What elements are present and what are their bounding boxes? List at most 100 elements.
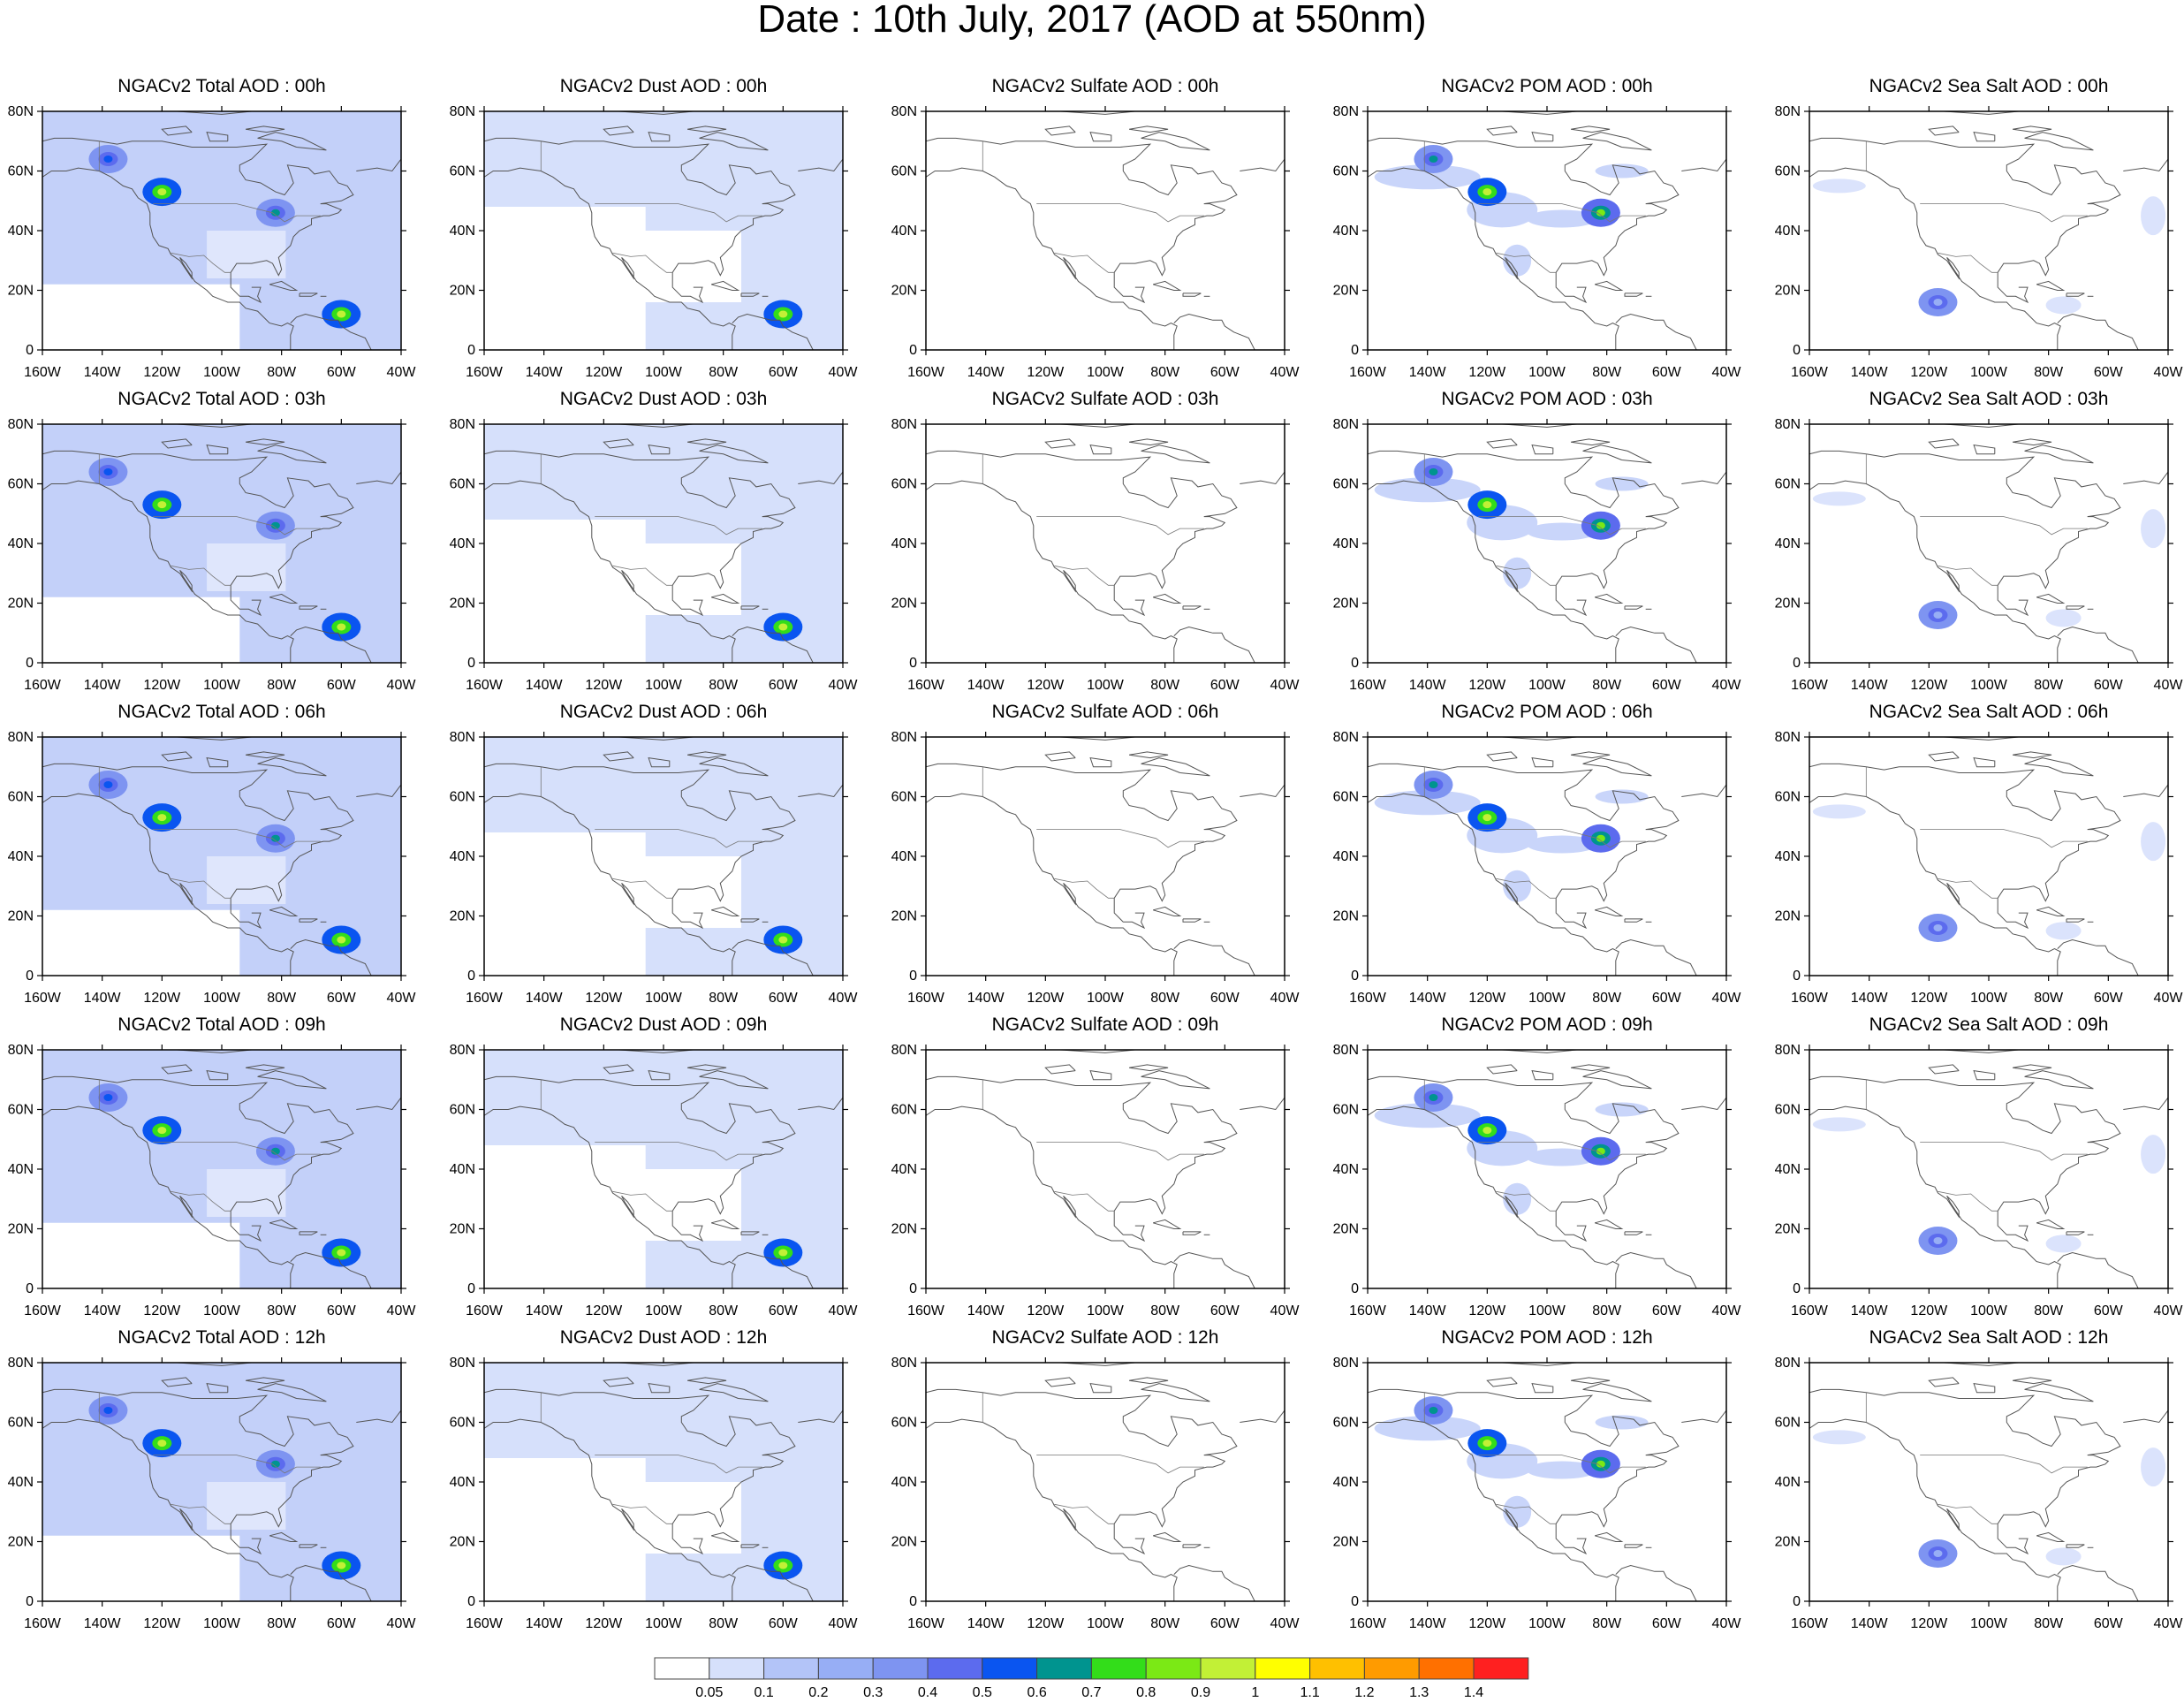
lon-tick-label: 80W — [2034, 991, 2064, 1006]
lat-tick-label: 80N — [8, 730, 34, 745]
panel-title: NGACv2 Dust AOD : 03h — [559, 389, 768, 409]
lon-tick-label: 60W — [1652, 1303, 1682, 1318]
lat-tick-label: 80N — [1775, 104, 1801, 119]
lon-tick-label: 160W — [1791, 678, 1829, 693]
lon-tick-label: 120W — [1910, 1303, 1948, 1318]
colorbar-swatch — [1200, 1657, 1256, 1680]
lon-tick-label: 40W — [829, 678, 859, 693]
lat-tick-label: 20N — [450, 1222, 475, 1237]
aerosol-hotspot — [1581, 824, 1620, 853]
lat-tick-label: 0 — [467, 343, 475, 358]
lat-tick-label: 60N — [1333, 1416, 1359, 1431]
lon-tick-label: 160W — [466, 991, 504, 1006]
lon-tick-label: 100W — [203, 991, 241, 1006]
lat-tick-label: 40N — [8, 1475, 34, 1490]
lon-tick-label: 120W — [1468, 1303, 1506, 1318]
aerosol-hotspot — [88, 1396, 128, 1425]
lon-tick-label: 80W — [1592, 365, 1622, 380]
panel-title: NGACv2 Total AOD : 03h — [118, 389, 326, 409]
lon-tick-label: 40W — [2154, 1616, 2184, 1631]
lon-tick-label: 100W — [1528, 678, 1566, 693]
lon-tick-label: 160W — [466, 1616, 504, 1631]
aerosol-hotspot — [763, 612, 803, 642]
aerosol-hotspot — [1414, 1396, 1453, 1425]
lat-tick-label: 0 — [1351, 656, 1359, 671]
lat-tick-label: 0 — [1793, 656, 1801, 671]
lon-tick-label: 40W — [1712, 678, 1742, 693]
lat-tick-label: 20N — [8, 909, 34, 924]
lon-tick-label: 40W — [1270, 991, 1301, 1006]
aod-map: 80N 60N 40N 20N 0 160W 140W 120W 100W 80W 60W 40W — [8, 1356, 417, 1631]
lon-tick-label: 120W — [585, 365, 623, 380]
lon-tick-label: 120W — [1468, 678, 1506, 693]
lat-tick-label: 60N — [450, 790, 475, 805]
lon-tick-label: 80W — [1150, 991, 1180, 1006]
lon-tick-label: 160W — [1791, 991, 1829, 1006]
lon-tick-label: 120W — [585, 1303, 623, 1318]
lon-tick-label: 120W — [1027, 365, 1065, 380]
lon-tick-label: 100W — [1528, 991, 1566, 1006]
aod-map: 80N 60N 40N 20N 0 160W 140W 120W 100W 80W 60W 40W — [1333, 1043, 1742, 1318]
lon-tick-label: 120W — [143, 365, 181, 380]
aerosol-hotspot — [255, 1136, 295, 1166]
lon-tick-label: 140W — [526, 1303, 564, 1318]
map-panel-pom-12h: NGACv2 POM AOD : 12h 80N 60N 40N 20N 0 160W 140… — [1333, 1327, 1809, 1637]
lat-tick-label: 60N — [1775, 1103, 1801, 1118]
lon-tick-label: 80W — [1592, 1303, 1622, 1318]
lat-tick-label: 20N — [1775, 1535, 1801, 1550]
aod-map: 80N 60N 40N 20N 0 160W 140W 120W 100W 80W 60W 40W — [8, 730, 417, 1006]
lon-tick-label: 80W — [267, 991, 297, 1006]
lon-tick-label: 60W — [1210, 678, 1240, 693]
aod-map: 80N 60N 40N 20N 0 160W 140W 120W 100W 80W 60W 40W — [450, 104, 859, 380]
lon-tick-label: 60W — [1210, 365, 1240, 380]
lat-tick-label: 40N — [891, 536, 917, 551]
lon-tick-label: 160W — [1349, 1616, 1387, 1631]
colorbar-label: 0.05 — [695, 1685, 723, 1700]
lon-tick-label: 60W — [1210, 1616, 1240, 1631]
lat-tick-label: 0 — [1793, 1594, 1801, 1609]
aod-map: 80N 60N 40N 20N 0 160W 140W 120W 100W 80W 60W 40W — [1333, 730, 1742, 1006]
lon-tick-label: 140W — [1409, 678, 1447, 693]
panel-title: NGACv2 POM AOD : 00h — [1441, 76, 1653, 96]
colorbar-swatch — [1418, 1657, 1475, 1680]
lon-tick-label: 60W — [2094, 1616, 2124, 1631]
lon-tick-label: 40W — [387, 1616, 417, 1631]
lat-tick-label: 40N — [450, 849, 475, 864]
aerosol-hotspot — [88, 458, 128, 486]
lon-tick-label: 80W — [709, 1616, 739, 1631]
colorbar-swatch — [763, 1657, 819, 1680]
lat-tick-label: 60N — [891, 790, 917, 805]
lon-tick-label: 100W — [203, 1616, 241, 1631]
lon-tick-label: 40W — [387, 365, 417, 380]
lat-tick-label: 0 — [909, 656, 917, 671]
colorbar-swatch — [872, 1657, 929, 1680]
lat-tick-label: 60N — [450, 477, 475, 492]
lon-tick-label: 160W — [1349, 365, 1387, 380]
lon-tick-label: 60W — [769, 991, 799, 1006]
map-panel-total-12h: NGACv2 Total AOD : 12h 80N 60N 40N 20N 0 160W 1… — [8, 1327, 484, 1637]
panel-title: NGACv2 Sulfate AOD : 00h — [991, 76, 1219, 96]
lon-tick-label: 100W — [203, 678, 241, 693]
colorbar-swatch — [1255, 1657, 1311, 1680]
lat-tick-label: 60N — [1775, 164, 1801, 179]
aerosol-hotspot — [255, 198, 295, 227]
lon-tick-label: 80W — [1150, 1616, 1180, 1631]
colorbar-swatch — [1145, 1657, 1202, 1680]
lat-tick-label: 20N — [8, 1535, 34, 1550]
lon-tick-label: 120W — [1027, 678, 1065, 693]
lat-tick-label: 80N — [8, 417, 34, 432]
lon-tick-label: 60W — [2094, 1303, 2124, 1318]
aerosol-hotspot — [88, 145, 128, 173]
lat-tick-label: 0 — [1793, 343, 1801, 358]
lon-tick-label: 40W — [1712, 991, 1742, 1006]
lon-tick-label: 100W — [1087, 365, 1125, 380]
aod-map: 80N 60N 40N 20N 0 160W 140W 120W 100W 80W 60W 40W — [1775, 1356, 2184, 1631]
aod-map: 80N 60N 40N 20N 0 160W 140W 120W 100W 80W 60W 40W — [450, 1043, 859, 1318]
lon-tick-label: 140W — [1851, 678, 1889, 693]
lon-tick-label: 100W — [1087, 1303, 1125, 1318]
aerosol-hotspot — [1918, 914, 1958, 942]
aerosol-hotspot — [255, 511, 295, 540]
aod-map: 80N 60N 40N 20N 0 160W 140W 120W 100W 80W 60W 40W — [450, 1356, 859, 1631]
colorbar-swatch — [709, 1657, 765, 1680]
lon-tick-label: 60W — [327, 1303, 357, 1318]
